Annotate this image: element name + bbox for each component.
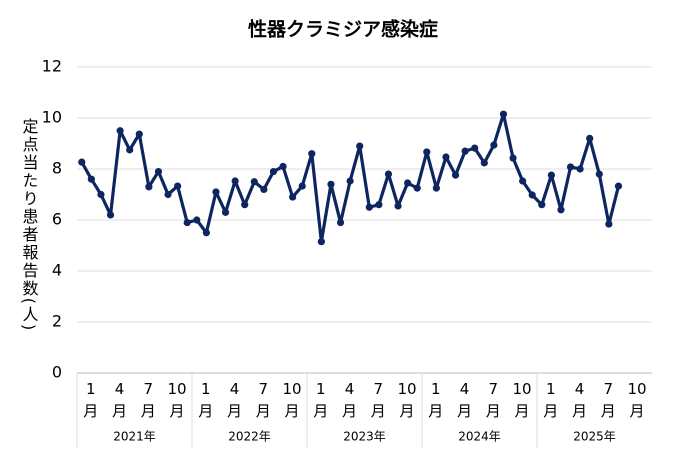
data-point <box>490 141 498 149</box>
data-point <box>126 146 134 154</box>
data-point <box>413 184 421 192</box>
data-point <box>375 201 383 209</box>
data-point <box>174 182 182 190</box>
data-point <box>509 154 517 162</box>
data-point <box>164 190 172 199</box>
data-point <box>116 127 124 135</box>
data-point <box>154 167 163 176</box>
data-point <box>528 191 536 199</box>
data-point <box>135 130 143 138</box>
data-point <box>327 180 335 188</box>
data-point <box>356 142 364 150</box>
data-point <box>193 216 201 224</box>
data-point <box>557 206 565 214</box>
y-tick-label: 6 <box>52 210 62 229</box>
data-point <box>404 179 412 187</box>
data-point <box>519 177 527 185</box>
data-point <box>106 211 115 219</box>
y-tick-label: 2 <box>52 312 62 331</box>
data-point <box>260 185 268 193</box>
data-point <box>317 238 325 246</box>
data-point <box>298 182 306 190</box>
x-tick-label: 10 月 <box>512 380 531 420</box>
x-tick-label: 10 月 <box>627 380 646 420</box>
data-point <box>202 229 210 237</box>
data-point <box>250 178 258 186</box>
x-tick-label: 10 月 <box>397 380 416 420</box>
data-point <box>451 171 460 179</box>
data-point <box>423 148 431 156</box>
data-point <box>241 201 249 209</box>
data-point <box>346 177 354 185</box>
chart-title: 性器クラミジア感染症 <box>248 18 438 41</box>
data-point <box>78 158 86 166</box>
data-point <box>269 167 278 176</box>
y-tick-label: 12 <box>42 57 62 76</box>
data-point <box>442 153 450 161</box>
data-point <box>432 184 440 192</box>
y-axis-label: 定点当たり患者報告数(人) <box>20 118 39 332</box>
data-point <box>605 220 613 228</box>
y-tick-label: 4 <box>52 261 62 280</box>
data-point <box>394 202 402 210</box>
y-tick-label: 10 <box>42 108 62 127</box>
x-tick-label: 10 月 <box>282 380 301 420</box>
data-point <box>480 159 488 167</box>
data-point <box>538 201 546 209</box>
data-point <box>384 170 393 178</box>
data-point <box>566 163 575 171</box>
year-label: 2024年 <box>458 430 501 444</box>
data-point <box>279 162 287 171</box>
data-point <box>145 183 153 191</box>
data-point <box>461 147 469 155</box>
data-point <box>97 190 105 199</box>
data-point <box>586 134 594 142</box>
data-point <box>614 182 623 190</box>
data-point <box>221 208 230 216</box>
year-label: 2025年 <box>573 430 616 444</box>
data-point <box>183 218 191 227</box>
data-point <box>308 150 316 158</box>
data-point <box>289 193 297 201</box>
year-label: 2023年 <box>343 430 386 444</box>
data-point <box>547 171 555 179</box>
year-label: 2021年 <box>113 430 156 444</box>
y-tick-label: 0 <box>52 363 62 382</box>
data-point <box>499 110 508 118</box>
data-point <box>212 188 220 196</box>
year-label: 2022年 <box>228 430 271 444</box>
data-point <box>365 203 373 211</box>
data-point <box>231 177 239 185</box>
y-tick-label: 8 <box>52 159 62 178</box>
data-point <box>336 218 345 227</box>
data-point <box>87 175 95 183</box>
data-point <box>471 144 479 152</box>
data-point <box>595 170 603 178</box>
data-point <box>576 165 584 173</box>
x-tick-label: 10 月 <box>167 380 186 420</box>
